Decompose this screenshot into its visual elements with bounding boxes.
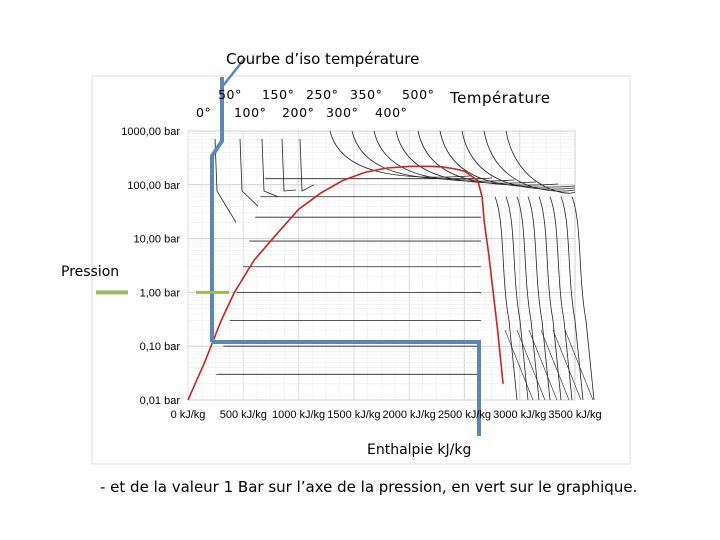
isochore xyxy=(540,329,570,401)
x-tick-label: 1500 kJ/kg xyxy=(327,409,380,421)
isochore xyxy=(504,329,534,401)
isotherm-liquid xyxy=(239,138,259,207)
isotherm-vapour xyxy=(516,196,540,401)
y-tick-label: 1000,00 bar xyxy=(121,126,180,138)
blue-title-pointer xyxy=(221,57,246,88)
temperature-tick-lower: 0° xyxy=(196,105,212,120)
isotherm-liquid xyxy=(214,138,237,223)
temperature-label: Température xyxy=(450,89,551,107)
isochore xyxy=(564,329,594,401)
temperature-tick-lower: 200° xyxy=(282,105,315,120)
x-tick-label: 500 kJ/kg xyxy=(220,409,267,421)
y-tick-label: 0,10 bar xyxy=(140,341,181,353)
x-tick-label: 0 kJ/kg xyxy=(171,409,206,421)
temperature-tick-upper: 500° xyxy=(402,87,435,102)
x-tick-label: 1000 kJ/kg xyxy=(272,409,325,421)
pressure-label: Pression xyxy=(61,264,120,280)
isotherm-liquid xyxy=(261,138,279,198)
x-tick-label: 2000 kJ/kg xyxy=(383,409,436,421)
isotherm-vapour xyxy=(571,196,595,401)
isotherm-supercritical xyxy=(417,130,559,186)
enthalpy-label: Enthalpie kJ/kg xyxy=(367,442,472,458)
chart-grid xyxy=(187,130,576,401)
temperature-tick-upper: 250° xyxy=(306,87,339,102)
y-tick-label: 100,00 bar xyxy=(127,180,180,192)
chart-area-frame xyxy=(91,75,631,465)
y-tick-label: 0,01 bar xyxy=(140,395,181,407)
isochore xyxy=(516,329,546,401)
x-tick-label: 2500 kJ/kg xyxy=(438,409,491,421)
saturation-curve xyxy=(187,165,504,401)
saturation-curve-path xyxy=(187,165,504,401)
highlight-lines xyxy=(96,57,481,436)
x-tick-label: 3000 kJ/kg xyxy=(493,409,546,421)
isotherm-vapour xyxy=(549,196,573,401)
isochore xyxy=(528,329,558,401)
isotherm-vapour xyxy=(494,196,518,401)
isotherm-vapour xyxy=(527,196,551,401)
isotherm-vapour xyxy=(505,196,529,401)
x-tick-labels: 0 kJ/kg 500 kJ/kg 1000 kJ/kg 1500 kJ/kg 2000… xyxy=(171,409,602,421)
isochore xyxy=(552,329,582,401)
temperature-tick-lower: 300° xyxy=(326,105,359,120)
isotherm-supercritical xyxy=(483,130,576,192)
x-tick-label: 3500 kJ/kg xyxy=(548,409,601,421)
blue-pressure-line xyxy=(212,340,481,436)
temperature-tick-upper: 350° xyxy=(350,87,383,102)
isotherm-liquid xyxy=(281,138,297,192)
footnote: - et de la valeur 1 Bar sur l’axe de la … xyxy=(100,478,638,496)
blue-temperature-line xyxy=(210,77,224,342)
isolines xyxy=(214,130,595,401)
isotherm-supercritical xyxy=(439,130,576,188)
isotherm-liquid xyxy=(299,138,315,192)
chart-title: Courbe d’iso température xyxy=(226,50,420,68)
isotherm-vapour xyxy=(538,196,562,401)
temperature-tick-upper: 50° xyxy=(218,87,242,102)
isotherm-supercritical xyxy=(505,130,576,194)
y-tick-labels: 1000,00 bar 100,00 bar 10,00 bar 1,00 bar 0,… xyxy=(121,126,180,407)
isotherm-supercritical xyxy=(461,130,576,190)
isotherm-vapour xyxy=(560,196,584,401)
temperature-tick-upper: 150° xyxy=(262,87,295,102)
temperature-tick-lower: 400° xyxy=(375,105,408,120)
temperature-tick-lower: 100° xyxy=(234,105,267,120)
y-tick-label: 10,00 bar xyxy=(134,234,181,246)
y-tick-label: 1,00 bar xyxy=(140,287,181,299)
isotherm-supercritical xyxy=(373,130,515,182)
